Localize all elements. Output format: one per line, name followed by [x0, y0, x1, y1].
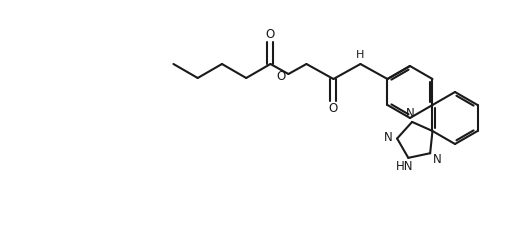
Text: N: N: [432, 153, 441, 166]
Text: N: N: [406, 107, 414, 120]
Text: HN: HN: [395, 160, 413, 173]
Text: H: H: [356, 50, 365, 60]
Text: N: N: [384, 131, 392, 144]
Text: O: O: [329, 103, 338, 116]
Text: O: O: [266, 28, 275, 41]
Text: O: O: [277, 71, 286, 83]
